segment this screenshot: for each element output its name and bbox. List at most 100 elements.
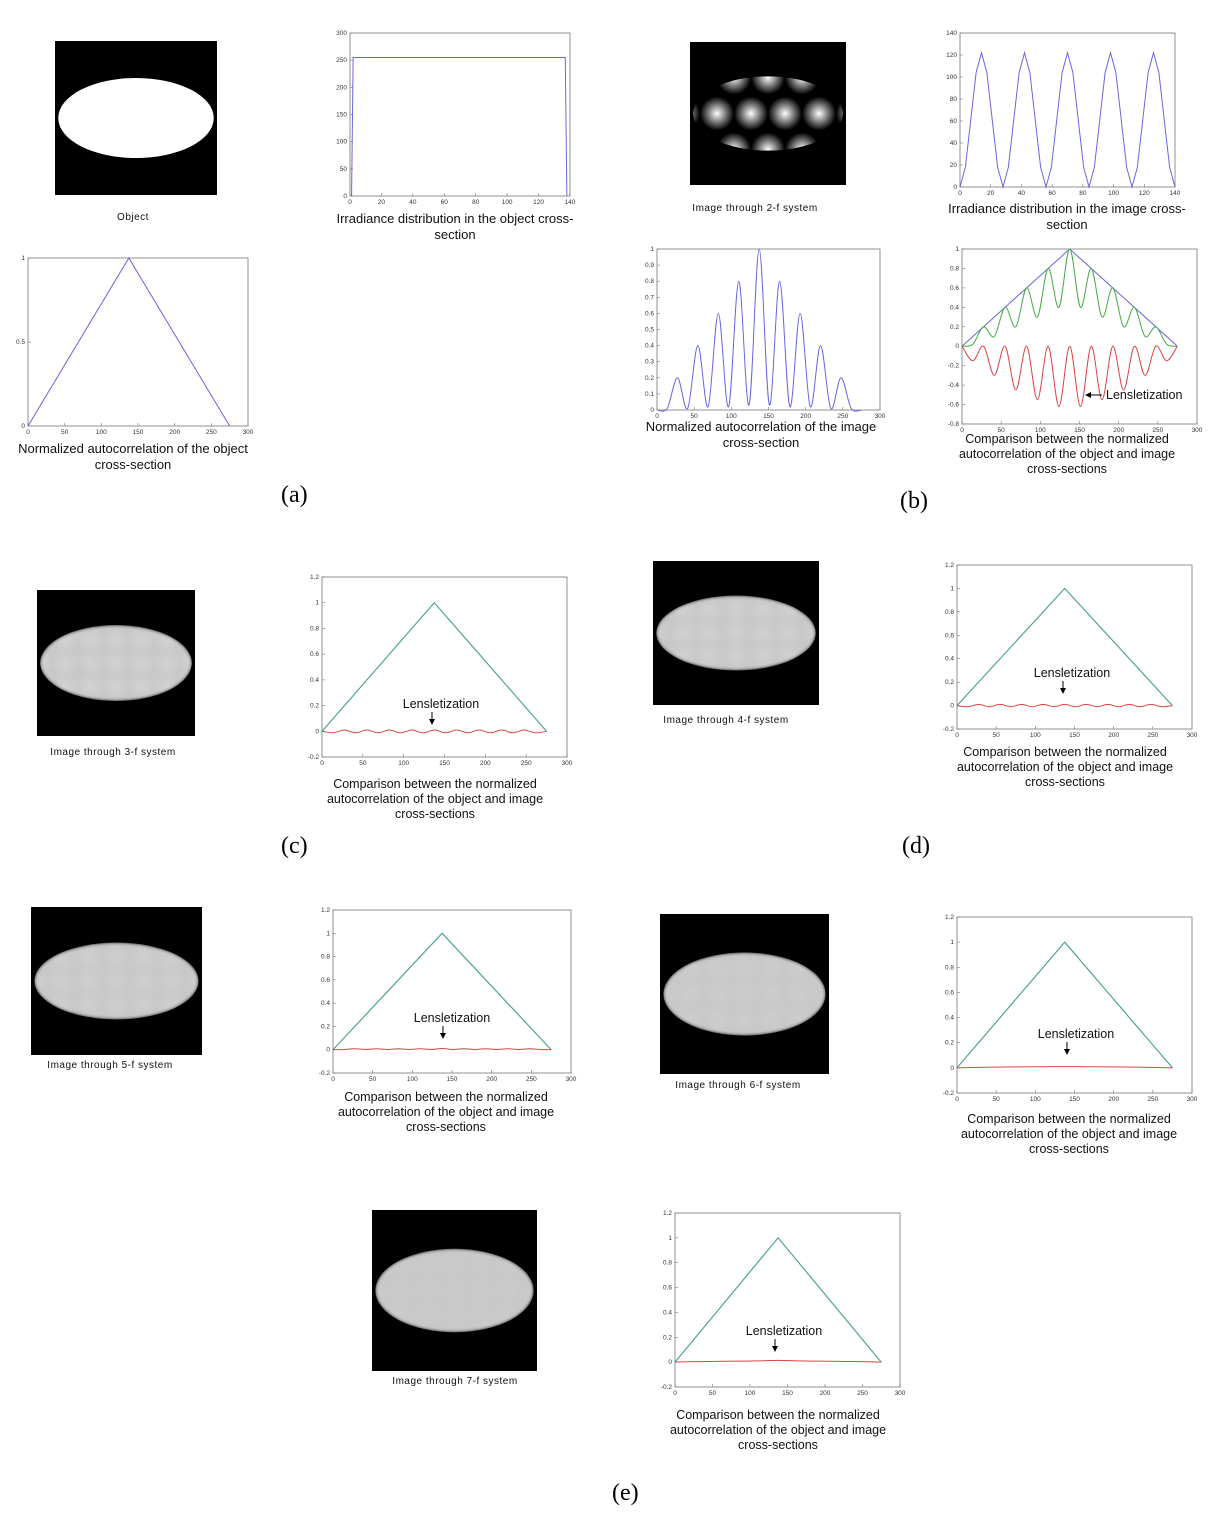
panel-label: (a) xyxy=(281,482,308,509)
plot-frame xyxy=(322,577,567,757)
x-tick-label: 100 xyxy=(407,1076,418,1083)
x-tick-label: 60 xyxy=(1049,190,1057,197)
y-tick-label: 0.3 xyxy=(645,359,654,366)
image-caption: Image through 6-f system xyxy=(628,1080,848,1092)
y-tick-label: 100 xyxy=(946,74,957,81)
speckle xyxy=(466,1250,496,1280)
object-ellipse xyxy=(58,78,214,158)
x-tick-label: 150 xyxy=(447,1076,458,1083)
y-tick-label: 0.8 xyxy=(950,265,959,272)
x-tick-label: 0 xyxy=(26,429,30,436)
x-tick-label: 200 xyxy=(1108,1096,1119,1103)
y-tick-label: 1 xyxy=(950,939,954,946)
image-caption: Image through 7-f system xyxy=(345,1376,565,1388)
y-tick-label: -0.2 xyxy=(308,754,320,761)
plot-frame xyxy=(333,910,571,1073)
x-tick-label: 200 xyxy=(820,1390,831,1397)
x-tick-label: 100 xyxy=(502,199,513,206)
x-tick-label: 0 xyxy=(320,760,324,767)
speckle xyxy=(413,1301,443,1331)
y-tick-label: 300 xyxy=(336,30,347,37)
chart-caption: Comparison between the normalized autoco… xyxy=(943,745,1188,790)
x-tick-label: 300 xyxy=(895,1390,906,1397)
x-tick-label: 0 xyxy=(331,1076,335,1083)
y-tick-label: 60 xyxy=(950,118,958,125)
y-tick-label: 0.2 xyxy=(950,324,959,331)
y-tick-label: 0.6 xyxy=(310,651,319,658)
y-tick-label: 1 xyxy=(326,930,330,937)
x-tick-label: 0 xyxy=(958,190,962,197)
x-tick-label: 100 xyxy=(1030,1096,1041,1103)
y-tick-label: 1.2 xyxy=(321,907,330,914)
x-tick-label: 150 xyxy=(439,760,450,767)
chart-caption: Irradiance distribution in the object cr… xyxy=(323,211,588,242)
y-tick-label: -0.2 xyxy=(661,1384,673,1391)
speckle xyxy=(413,1276,443,1306)
spot xyxy=(853,61,887,95)
annotation: Lensletization xyxy=(746,1324,822,1338)
spot xyxy=(649,61,683,95)
x-tick-label: 40 xyxy=(409,199,417,206)
y-tick-label: 0.4 xyxy=(945,656,954,663)
speckle xyxy=(77,672,105,700)
y-tick-label: 0.5 xyxy=(16,339,25,346)
image-caption: Image through 4-f system xyxy=(616,715,836,727)
y-tick-label: 1 xyxy=(955,246,959,253)
plot-frame xyxy=(960,33,1175,187)
speckle xyxy=(440,1276,470,1306)
speckle xyxy=(440,1250,470,1280)
y-tick-label: 0.4 xyxy=(321,1000,330,1007)
x-tick-label: 50 xyxy=(61,429,69,436)
speckle xyxy=(413,1250,443,1280)
chart-caption: Irradiance distribution in the image cro… xyxy=(937,201,1197,232)
x-tick-label: 140 xyxy=(565,199,576,206)
y-tick-label: 0.2 xyxy=(663,1334,672,1341)
image-caption: Image through 2-f system xyxy=(645,203,865,215)
x-tick-label: 0 xyxy=(955,732,959,739)
x-tick-label: 100 xyxy=(398,760,409,767)
x-tick-label: 120 xyxy=(1139,190,1150,197)
x-tick-label: 250 xyxy=(526,1076,537,1083)
y-tick-label: 0.2 xyxy=(310,703,319,710)
y-tick-label: 0 xyxy=(950,1065,954,1072)
x-tick-label: 100 xyxy=(745,1390,756,1397)
panel-label: (b) xyxy=(900,488,928,515)
y-tick-label: 1 xyxy=(950,585,954,592)
x-tick-label: 50 xyxy=(369,1076,377,1083)
x-tick-label: 200 xyxy=(486,1076,497,1083)
annotation: Lensletization xyxy=(1106,388,1182,402)
speckle xyxy=(440,1301,470,1331)
image-caption: Image through 3-f system xyxy=(3,747,223,759)
y-tick-label: 100 xyxy=(336,139,347,146)
y-tick-label: 0 xyxy=(315,728,319,735)
spot xyxy=(802,97,836,131)
plot-frame xyxy=(957,565,1192,729)
y-tick-label: 200 xyxy=(336,84,347,91)
x-tick-label: 50 xyxy=(993,732,1001,739)
speckle xyxy=(492,1276,522,1306)
y-tick-label: 80 xyxy=(950,96,958,103)
x-tick-label: 300 xyxy=(562,760,573,767)
panel-label: (d) xyxy=(902,833,930,860)
speckle xyxy=(102,672,130,700)
chart-caption: Comparison between the normalized autoco… xyxy=(656,1408,901,1453)
y-tick-label: 0 xyxy=(21,423,25,430)
y-tick-label: 0.8 xyxy=(663,1260,672,1267)
x-tick-label: 250 xyxy=(206,429,217,436)
spot xyxy=(870,97,904,131)
y-tick-label: 0.8 xyxy=(310,625,319,632)
y-tick-label: 0 xyxy=(650,407,654,414)
y-tick-label: 50 xyxy=(340,166,348,173)
y-tick-label: 0.2 xyxy=(945,679,954,686)
x-tick-label: 300 xyxy=(1187,1096,1198,1103)
y-tick-label: -0.2 xyxy=(943,726,955,733)
y-tick-label: 1.2 xyxy=(945,914,954,921)
speckle xyxy=(702,1004,732,1034)
x-tick-label: 250 xyxy=(857,1390,868,1397)
y-tick-label: 0.4 xyxy=(950,304,959,311)
y-tick-label: 0.2 xyxy=(321,1023,330,1030)
spot xyxy=(853,133,887,167)
x-tick-label: 250 xyxy=(1147,732,1158,739)
y-tick-label: 0.4 xyxy=(645,343,654,350)
y-tick-label: -0.8 xyxy=(948,421,960,428)
